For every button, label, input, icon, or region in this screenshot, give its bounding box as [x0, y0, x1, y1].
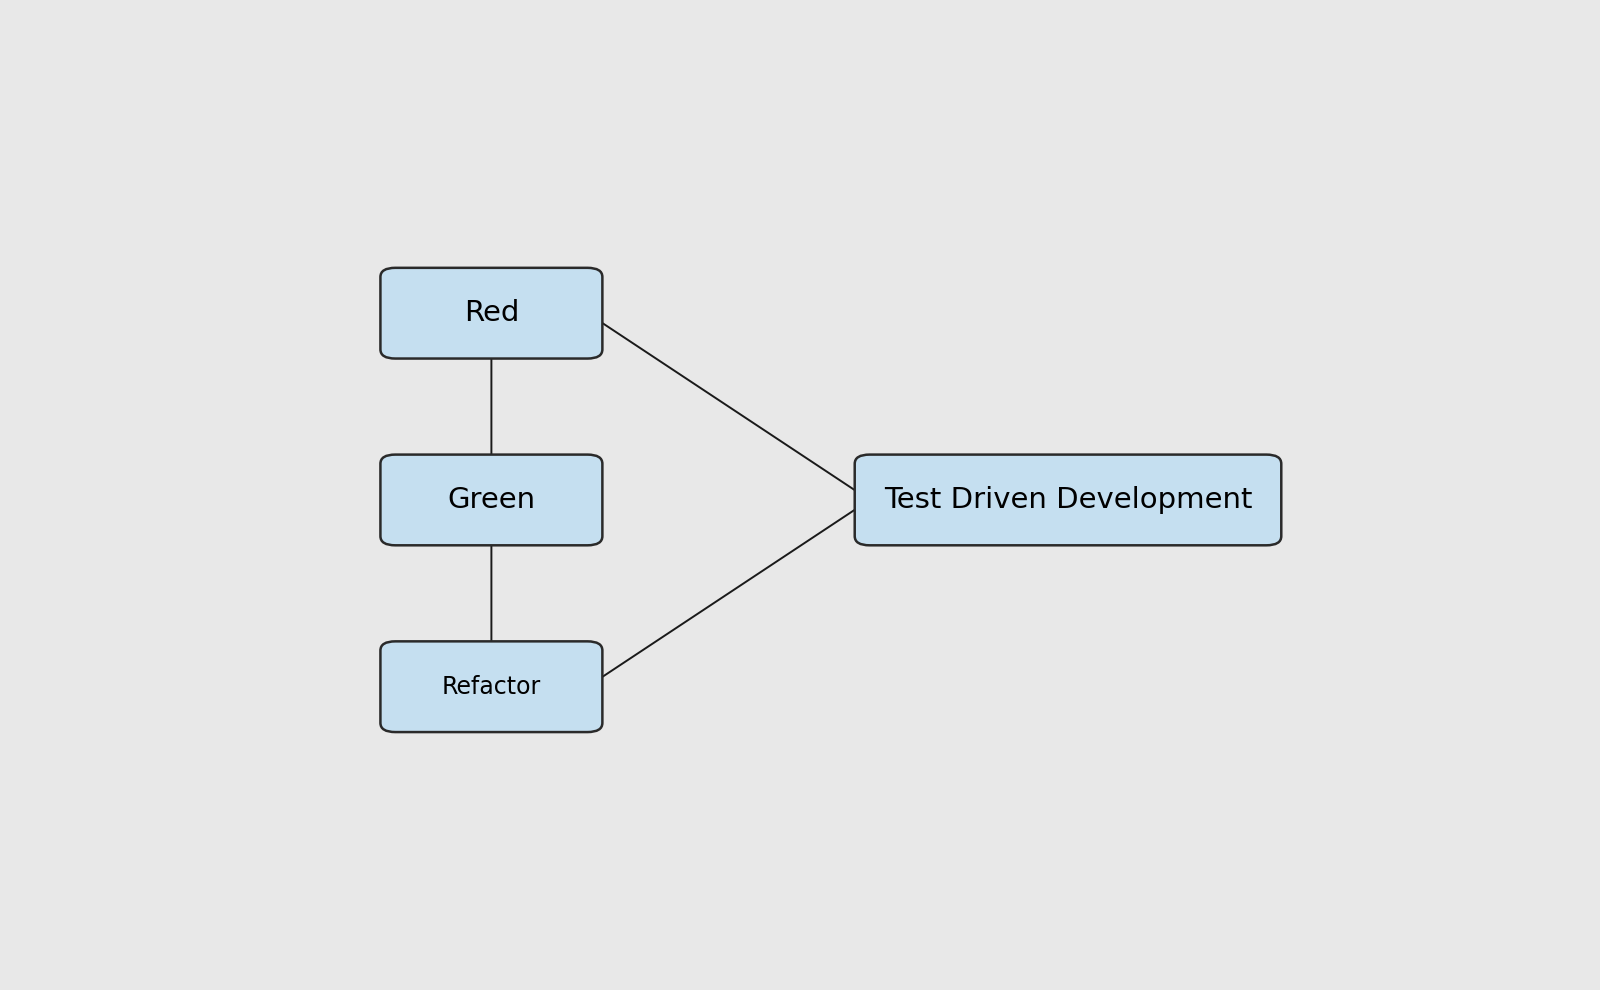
- Text: Refactor: Refactor: [442, 675, 541, 699]
- FancyBboxPatch shape: [381, 268, 602, 358]
- Text: Red: Red: [464, 299, 518, 327]
- FancyBboxPatch shape: [381, 454, 602, 545]
- Text: Green: Green: [448, 486, 536, 514]
- Text: Test Driven Development: Test Driven Development: [883, 486, 1253, 514]
- FancyBboxPatch shape: [381, 642, 602, 732]
- FancyBboxPatch shape: [854, 454, 1282, 545]
